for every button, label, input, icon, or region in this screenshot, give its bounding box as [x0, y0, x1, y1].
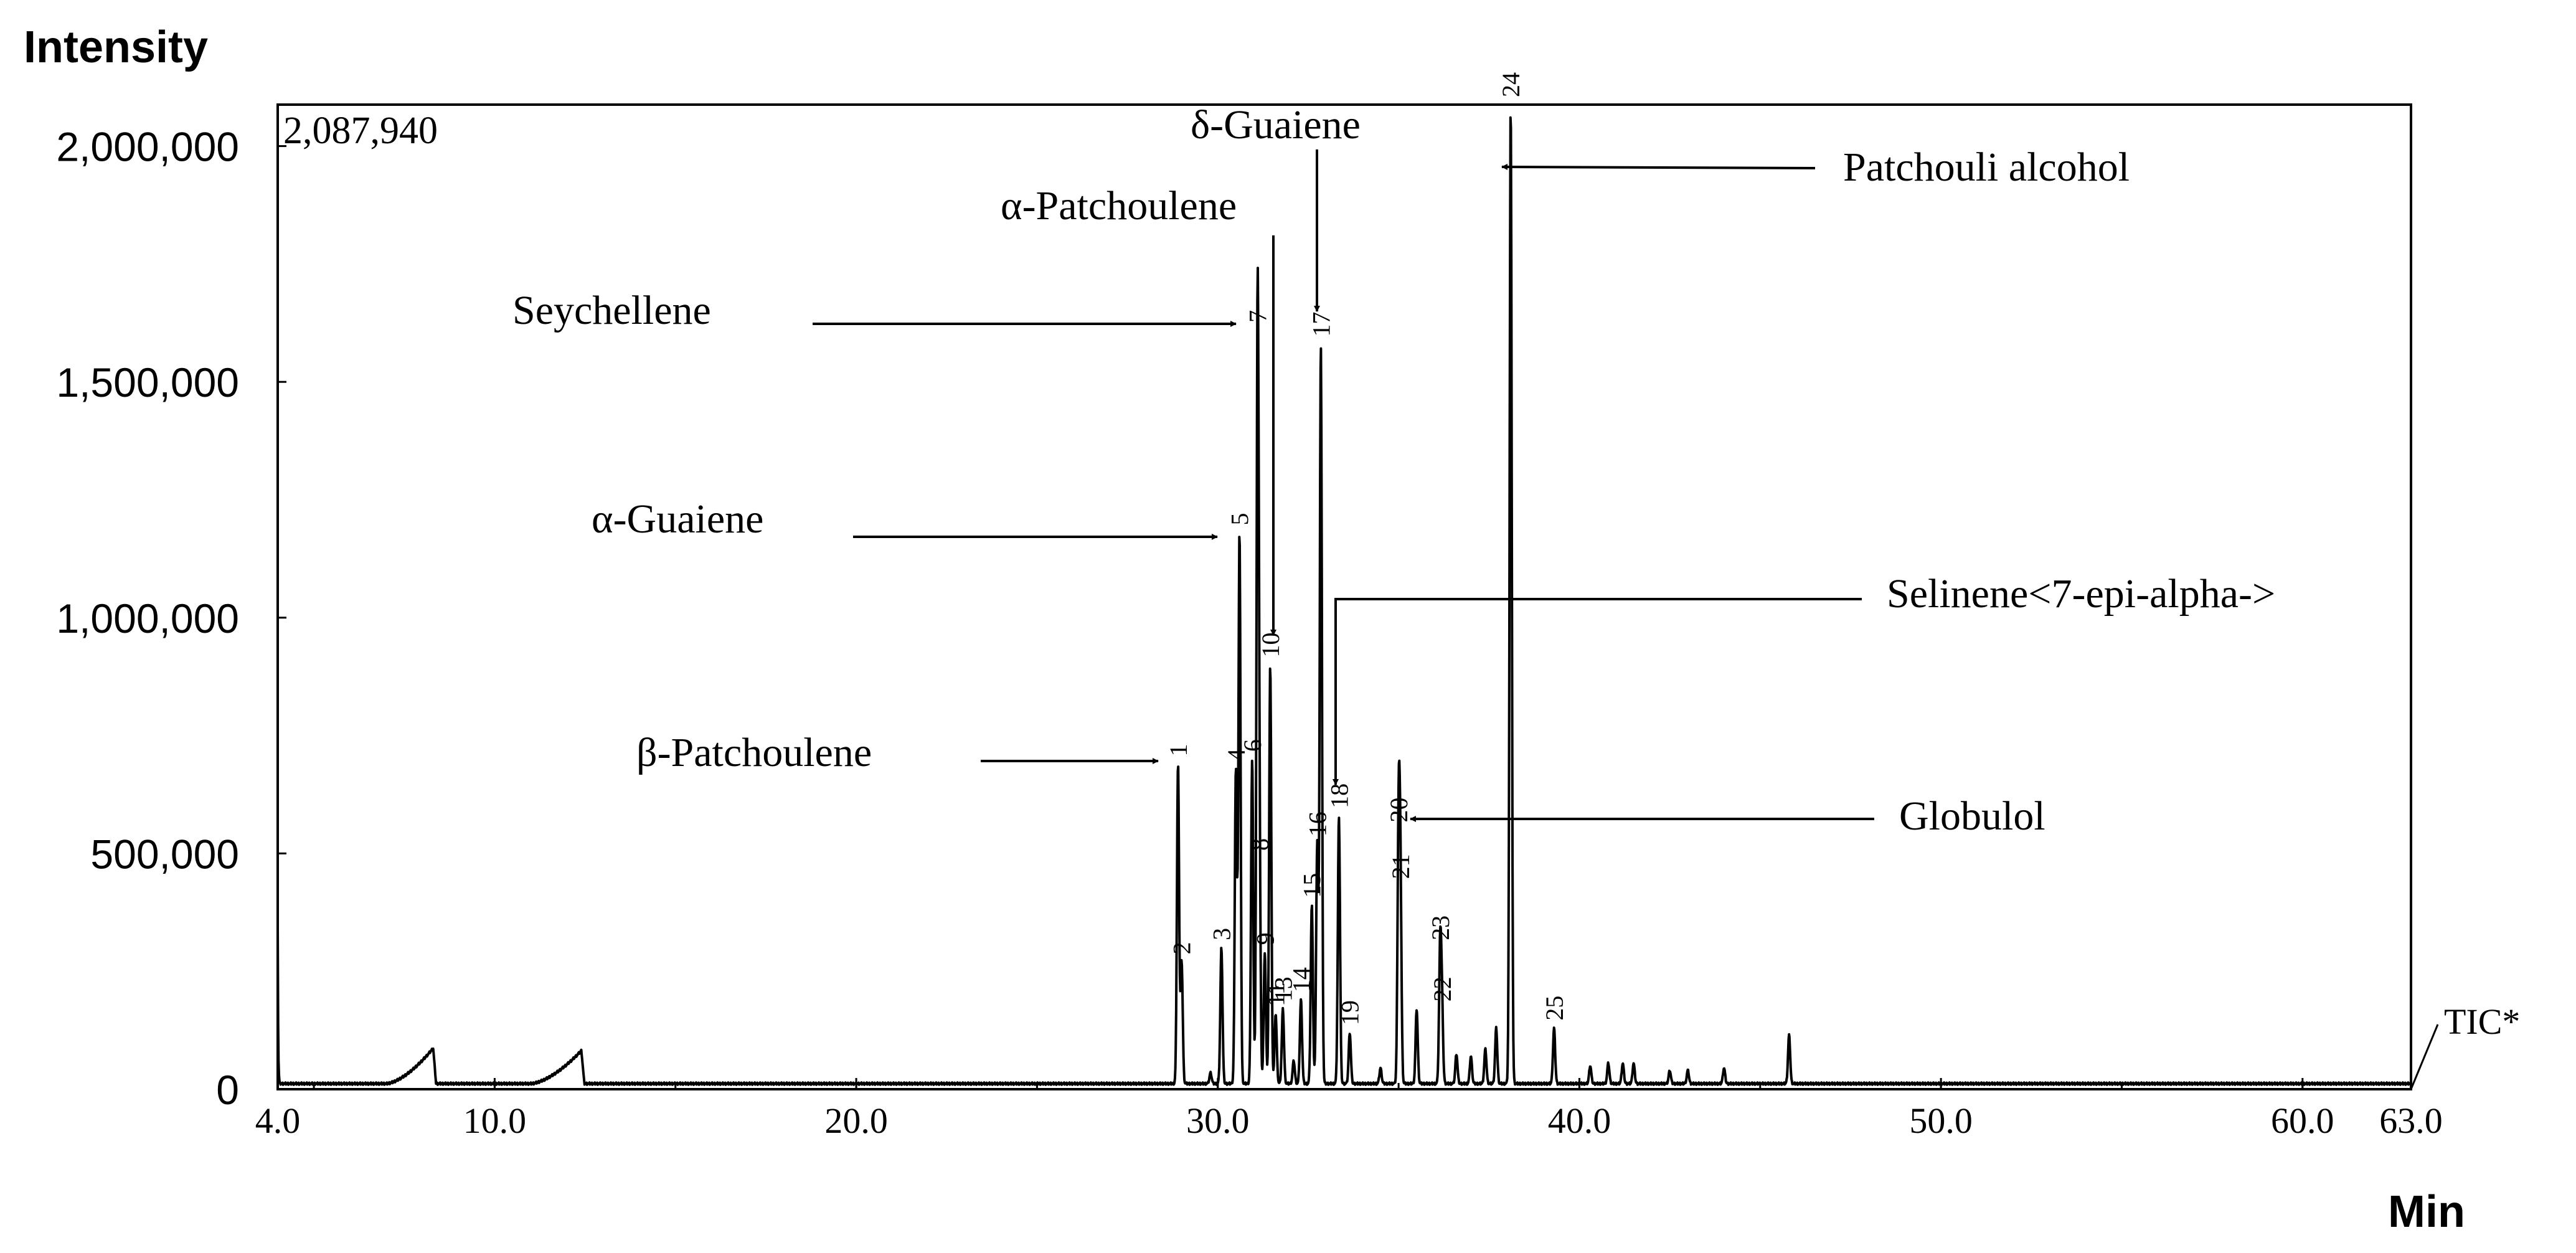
peak-label: 18 — [1325, 783, 1353, 808]
y-tick-label: 500,000 — [90, 831, 239, 877]
peak-label: 20 — [1385, 798, 1413, 823]
tic-label: TIC* — [2444, 1001, 2520, 1042]
tic-label-leader — [2410, 1024, 2439, 1090]
peak-label: 7 — [1244, 310, 1272, 323]
peak-label: 10 — [1257, 633, 1285, 658]
compound-label: α-Patchoulene — [1001, 183, 1237, 229]
peak-label: 14 — [1287, 967, 1315, 992]
compound-label: δ-Guaiene — [1191, 102, 1361, 148]
compound-label: Globulol — [1899, 793, 2045, 839]
tic-trace — [276, 116, 2412, 1086]
x-tick-label: 50.0 — [1909, 1100, 1973, 1141]
x-tick-label: 60.0 — [2271, 1100, 2334, 1141]
peak-label: 21 — [1387, 854, 1415, 879]
x-tick-label: 40.0 — [1548, 1100, 1611, 1141]
peak-label: 6 — [1238, 739, 1267, 752]
peak-label: 4 — [1222, 749, 1250, 761]
peak-label: 1 — [1164, 744, 1192, 757]
x-axis-ticks: 4.0 10.0 20.0 30.0 40.0 50.0 60.0 63.0 — [255, 1078, 2443, 1141]
y-tick-label: 1,000,000 — [56, 595, 239, 641]
peak-label: 16 — [1303, 811, 1331, 836]
peak-label: 23 — [1427, 915, 1455, 940]
compound-label: α-Guaiene — [592, 496, 763, 542]
peak-label: 15 — [1298, 873, 1326, 898]
peak-label: 8 — [1246, 838, 1274, 851]
peak-label: 17 — [1307, 312, 1335, 337]
peak-label: 25 — [1540, 996, 1569, 1021]
y-tick-label: 0 — [216, 1067, 239, 1113]
peak-label: 3 — [1208, 928, 1236, 940]
peak-label: 2 — [1168, 942, 1196, 955]
compound-label: Patchouli alcohol — [1843, 144, 2130, 190]
compound-label: Seychellene — [512, 288, 711, 333]
peak-label: 11 — [1262, 982, 1290, 1006]
peak-label: 22 — [1428, 976, 1456, 1001]
annotation-arrow — [1333, 598, 1862, 785]
y-tick-label: 2,000,000 — [56, 124, 239, 170]
max-intensity-label: 2,087,940 — [283, 110, 438, 152]
compound-annotations: δ-Guaiene α-Patchoulene Seychellene α-Guaie… — [512, 102, 2275, 839]
x-axis-title: Min — [2388, 1187, 2465, 1237]
peak-label: 9 — [1251, 932, 1279, 945]
y-tick-label: 1,500,000 — [56, 359, 239, 405]
peak-label: 19 — [1336, 1000, 1364, 1025]
x-tick-label: 10.0 — [463, 1100, 527, 1141]
plot-frame — [276, 103, 2412, 1090]
x-tick-label: 30.0 — [1186, 1100, 1250, 1141]
y-axis-title: Intensity — [24, 22, 208, 72]
x-tick-label: 63.0 — [2379, 1100, 2443, 1141]
x-tick-label: 20.0 — [824, 1100, 888, 1141]
x-tick-label: 4.0 — [255, 1100, 301, 1141]
peak-label: 5 — [1226, 513, 1254, 525]
annotation-arrow — [1501, 164, 1816, 171]
compound-label: β-Patchoulene — [636, 730, 872, 775]
peak-label: 24 — [1497, 72, 1525, 97]
peak-label: 13 — [1269, 976, 1297, 1001]
y-axis-ticks: 0 500,000 1,000,000 1,500,000 2,000,000 — [56, 124, 286, 1113]
compound-label: Selinene<7-epi-alpha-> — [1887, 571, 2275, 617]
